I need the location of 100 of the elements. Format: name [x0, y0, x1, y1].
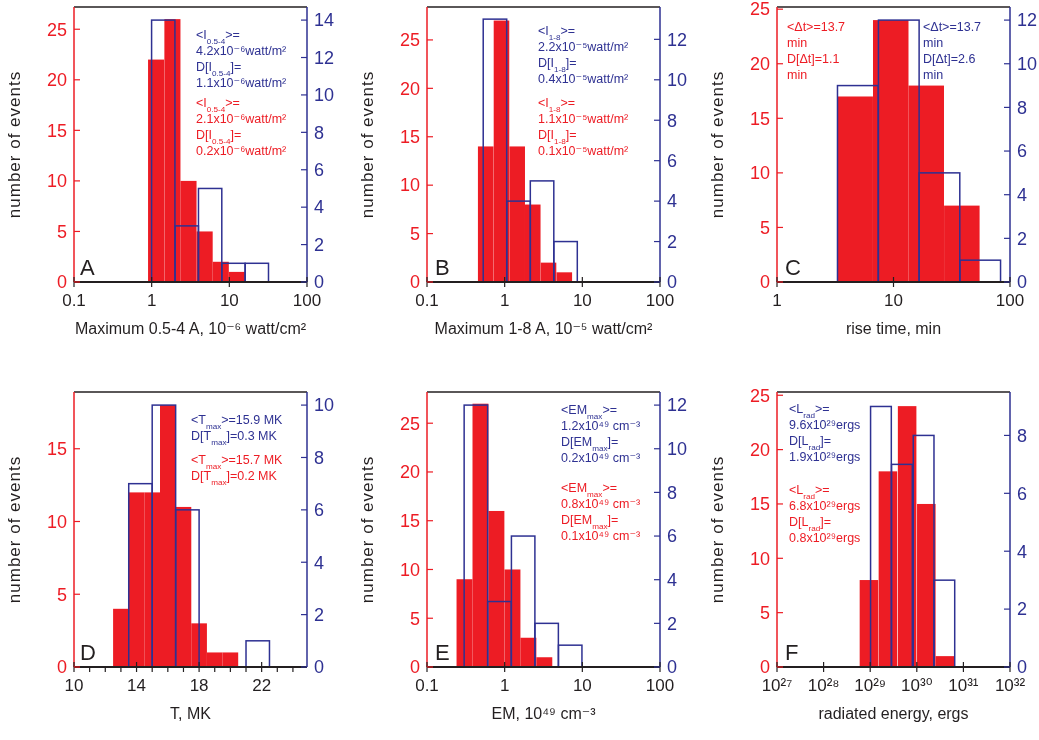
y2-tick-label: 6 — [1017, 141, 1028, 162]
y-axis-title: number of events — [5, 70, 24, 219]
y2-tick-label: 10 — [667, 70, 688, 91]
y-tick-label: 25 — [46, 19, 67, 40]
y-tick-label: 25 — [399, 413, 420, 434]
annotation: <L$_{rad}$>= 6.8x10²⁹ergs D[L$_{rad}$]= 0.8x10²⁹ergs — [789, 483, 861, 545]
annotation: D — [80, 640, 96, 665]
x-tick-label: 100 — [292, 291, 322, 310]
y2-tick-label: 14 — [314, 10, 335, 31]
y-tick-label: 10 — [749, 548, 770, 569]
y-tick-label: 20 — [399, 462, 420, 483]
y2-tick-label: 8 — [1017, 425, 1028, 446]
x-tick-label: 1 — [772, 291, 782, 310]
y-tick-label: 25 — [749, 385, 770, 406]
x-tick-label: 0.1 — [415, 676, 439, 695]
annotation: F — [785, 640, 799, 665]
y2-tick-label: 6 — [1017, 483, 1028, 504]
y2-tick-label: 6 — [314, 160, 325, 181]
annotation: <I$_{1-8}$>= 1.1x10⁻⁵watt/m² D[I$_{1-8}$]= 0.1x10⁻⁵watt/m² — [538, 96, 629, 158]
y-tick-label: 25 — [399, 30, 420, 51]
y2-tick-label: 0 — [667, 657, 678, 678]
y-tick-label: 20 — [749, 54, 770, 75]
y-tick-label: 5 — [409, 223, 420, 244]
y2-tick-label: 12 — [314, 47, 335, 68]
x-tick-label: 0.1 — [62, 291, 86, 310]
y-tick-label: 0 — [56, 272, 67, 293]
y2-tick-label: 4 — [1017, 185, 1028, 205]
annotation: E — [435, 640, 450, 665]
x-tick-label: 10 — [219, 291, 239, 310]
y2-tick-label: 0 — [1017, 272, 1028, 293]
y-tick-label: 15 — [399, 511, 420, 532]
x-axis-title: radiated energy, ergs — [818, 705, 969, 722]
y2-tick-label: 0 — [314, 272, 325, 293]
y-tick-label: 20 — [399, 78, 420, 99]
y2-tick-label: 6 — [667, 150, 678, 171]
y-tick-label: 15 — [399, 127, 420, 148]
x-tick-label: 0.1 — [415, 291, 439, 310]
x-tick-label: 14 — [127, 676, 147, 695]
x-axis-title: Maximum 0.5-4 A, 10⁻⁶ watt/cm² — [74, 320, 307, 337]
annotation: <T$_{max}$>=15.9 MK D[T$_{max}$]=0.3 MK — [191, 413, 284, 447]
y2-tick-label: 0 — [1017, 657, 1028, 678]
x-tick-label: 100 — [995, 291, 1025, 310]
y-tick-label: 10 — [399, 559, 420, 580]
x-tick-label: 10²⁸ — [807, 676, 840, 695]
y2-tick-label: 10 — [1017, 54, 1038, 75]
y2-tick-label: 2 — [667, 613, 678, 634]
y-tick-label: 5 — [409, 608, 420, 629]
x-tick-label: 10 — [572, 291, 592, 310]
y-axis-title: number of events — [5, 455, 24, 604]
y2-tick-label: 10 — [667, 439, 688, 460]
y2-tick-label: 8 — [314, 447, 325, 468]
y2-tick-label: 2 — [314, 234, 325, 255]
y-tick-label: 10 — [46, 511, 67, 532]
y2-tick-label: 4 — [314, 197, 325, 218]
annotation: <I$_{0.5-4}$>= 2.1x10⁻⁶watt/m² D[I$_{0.5-4}$]= 0.2x10⁻⁶watt/m² — [196, 96, 287, 158]
x-tick-label: 1 — [146, 291, 157, 310]
x-tick-label: 10²⁹ — [854, 676, 887, 695]
annotation: <EM$_{max}$>= 0.8x10⁴⁹ cm⁻³ D[EM$_{max}$]= 0.1x10⁴⁹ cm⁻³ — [561, 481, 641, 543]
y2-tick-label: 0 — [314, 657, 325, 678]
y2-tick-label: 4 — [1017, 541, 1028, 562]
x-tick-label: 10 — [572, 676, 592, 695]
x-tick-label: 10²⁷ — [761, 676, 793, 695]
annotation: <L$_{rad}$>= 9.6x10²⁹ergs D[L$_{rad}$]= 1.9x10²⁹ergs — [789, 402, 861, 464]
x-tick-label: 1 — [499, 291, 510, 310]
annotation: B — [435, 255, 450, 280]
y-axis-title: number of events — [358, 455, 377, 604]
y-tick-label: 15 — [749, 494, 770, 515]
y-tick-label: 20 — [749, 439, 770, 460]
y-tick-label: 20 — [46, 70, 67, 91]
y2-tick-label: 6 — [667, 526, 678, 547]
x-tick-label: 100 — [645, 676, 675, 695]
annotation: A — [80, 255, 95, 280]
y2-tick-label: 6 — [314, 500, 325, 521]
annotation: <I$_{0.5-4}$>= 4.2x10⁻⁶watt/m² D[I$_{0.5-4}$]= 1.1x10⁻⁶watt/m² — [196, 28, 287, 90]
y-tick-label: 15 — [46, 439, 67, 460]
y-tick-label: 25 — [749, 0, 770, 20]
y2-tick-label: 10 — [314, 395, 335, 416]
x-axis-title: EM, 10⁴⁹ cm⁻³ — [491, 705, 597, 722]
y2-tick-label: 8 — [667, 482, 678, 503]
y-tick-label: 10 — [46, 171, 67, 192]
annotation: <Δt>=13.7 min D[Δt]=2.6 min — [923, 20, 982, 82]
x-axis-title: T, MK — [170, 705, 212, 722]
y2-tick-label: 10 — [314, 85, 335, 106]
annotation: C — [785, 255, 801, 280]
x-tick-label: 10³¹ — [948, 676, 979, 695]
y2-tick-label: 4 — [667, 191, 678, 212]
y2-tick-label: 2 — [1017, 599, 1028, 620]
y-tick-label: 0 — [56, 657, 67, 678]
y2-tick-label: 0 — [667, 272, 678, 293]
x-tick-label: 10 — [884, 291, 903, 310]
y-tick-label: 0 — [759, 657, 770, 678]
y2-tick-label: 12 — [1017, 10, 1038, 31]
bar — [536, 657, 553, 667]
y-axis-title: number of events — [708, 455, 727, 604]
y-tick-label: 0 — [409, 272, 420, 293]
y-tick-label: 10 — [749, 163, 770, 184]
y-tick-label: 15 — [46, 120, 67, 141]
y2-tick-label: 8 — [314, 122, 325, 143]
x-tick-label: 10³⁰ — [901, 676, 933, 695]
y-axis-title: number of events — [708, 70, 727, 219]
